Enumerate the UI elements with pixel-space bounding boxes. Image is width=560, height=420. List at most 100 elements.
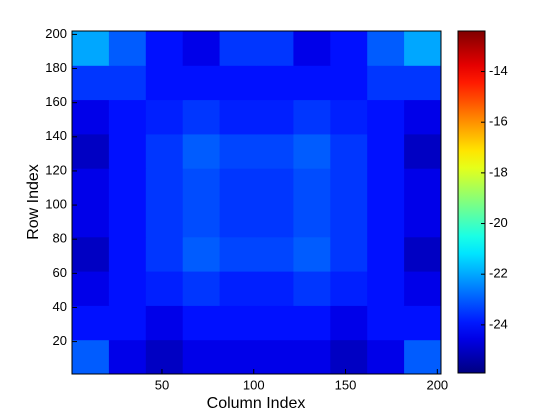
heatmap-cell xyxy=(145,65,184,101)
heatmap-cell xyxy=(367,202,405,238)
heatmap-cell xyxy=(108,202,147,238)
heatmap-cell xyxy=(219,305,257,341)
heatmap-cell xyxy=(72,65,110,101)
heatmap-cell xyxy=(72,31,110,66)
heatmap-cell xyxy=(367,339,405,375)
colorbar-tick-label: -20 xyxy=(489,215,508,230)
heatmap-cell xyxy=(404,168,442,203)
y-tick-label: 20 xyxy=(53,333,67,348)
heatmap-cell xyxy=(293,133,331,169)
heatmap-cell xyxy=(108,133,147,169)
heatmap-cell xyxy=(330,305,368,341)
heatmap-cell xyxy=(72,236,110,272)
heatmap-cell xyxy=(404,339,442,375)
heatmap-cell xyxy=(145,31,184,66)
heatmap-cell xyxy=(256,65,294,101)
heatmap-cell xyxy=(145,271,184,306)
heatmap-cell xyxy=(293,168,331,203)
heatmap-cell xyxy=(330,271,368,306)
y-tick-label: 180 xyxy=(45,60,67,75)
heatmap-cell xyxy=(108,339,147,375)
heatmap-cell xyxy=(404,305,442,341)
heatmap-cell xyxy=(256,168,294,203)
heatmap-cell xyxy=(219,271,257,306)
heatmap-cell xyxy=(182,168,221,203)
x-axis-label: Column Index xyxy=(207,395,306,412)
heatmap-cell xyxy=(72,168,110,203)
heatmap-cell xyxy=(108,99,147,135)
heatmap-cell xyxy=(367,99,405,135)
heatmap-cell xyxy=(108,168,147,203)
colorbar-tick-label: -24 xyxy=(489,316,508,331)
heatmap-cell xyxy=(293,339,331,375)
heatmap-cell xyxy=(293,99,331,135)
x-tick-label: 100 xyxy=(243,377,265,392)
heatmap-cell xyxy=(72,133,110,169)
y-tick-label: 140 xyxy=(45,128,67,143)
y-tick-label: 200 xyxy=(45,26,67,41)
y-tick-label: 80 xyxy=(53,231,67,246)
heatmap-cell xyxy=(145,236,184,272)
heatmap-cell xyxy=(293,202,331,238)
heatmap-cell xyxy=(72,339,110,375)
heatmap-cell xyxy=(404,99,442,135)
heatmap-cell xyxy=(182,339,221,375)
colorbar-tick-label: -22 xyxy=(489,266,508,281)
heatmap-cell xyxy=(367,65,405,101)
heatmap-cell xyxy=(182,305,221,341)
heatmap-cell xyxy=(367,236,405,272)
heatmap-cell xyxy=(108,305,147,341)
colorbar-tick-label: -18 xyxy=(489,164,508,179)
y-tick-label: 60 xyxy=(53,265,67,280)
heatmap-cell xyxy=(145,168,184,203)
heatmap-cell xyxy=(330,31,368,66)
heatmap-cell xyxy=(182,202,221,238)
heatmap-cell xyxy=(404,236,442,272)
heatmap-cell xyxy=(72,271,110,306)
heatmap-cell xyxy=(256,236,294,272)
heatmap-cell xyxy=(330,202,368,238)
heatmap-cell xyxy=(182,133,221,169)
heatmap-cell xyxy=(182,31,221,66)
heatmap-cell xyxy=(219,202,257,238)
heatmap-cell xyxy=(145,339,184,375)
heatmap-cell xyxy=(145,202,184,238)
heatmap-cell xyxy=(182,271,221,306)
heatmap-cell xyxy=(219,168,257,203)
heatmap-cell xyxy=(256,99,294,135)
heatmap-cell xyxy=(219,99,257,135)
heatmap-cell xyxy=(293,65,331,101)
heatmap-cell xyxy=(330,168,368,203)
heatmap-cell xyxy=(367,133,405,169)
heatmap-cell xyxy=(367,31,405,66)
heatmap-cell xyxy=(256,31,294,66)
heatmap-cell xyxy=(330,99,368,135)
x-tick-label: 200 xyxy=(426,377,448,392)
heatmap-cell xyxy=(367,305,405,341)
heatmap-cell xyxy=(256,305,294,341)
heatmap-cell xyxy=(367,271,405,306)
y-tick-label: 160 xyxy=(45,94,67,109)
heatmap-cell xyxy=(219,133,257,169)
heatmap-cell xyxy=(404,65,442,101)
colorbar-tick-label: -14 xyxy=(489,63,508,78)
colorbar-tick-label: -16 xyxy=(489,114,508,129)
heatmap-cell xyxy=(293,271,331,306)
y-tick-label: 120 xyxy=(45,162,67,177)
heatmap-cell xyxy=(145,133,184,169)
y-tick-label: 100 xyxy=(45,196,67,211)
heatmap-cell xyxy=(145,99,184,135)
heatmap-cell xyxy=(256,133,294,169)
heatmap-cell xyxy=(293,236,331,272)
heatmap-cell xyxy=(330,236,368,272)
heatmap-cell xyxy=(219,236,257,272)
heatmap-cell xyxy=(330,133,368,169)
heatmap-cell xyxy=(293,31,331,66)
heatmap-cell xyxy=(404,202,442,238)
heatmap-cell xyxy=(145,305,184,341)
heatmap-cell xyxy=(256,271,294,306)
heatmap-cell xyxy=(404,31,442,66)
heatmap-cell xyxy=(72,305,110,341)
x-tick-label: 150 xyxy=(335,377,357,392)
